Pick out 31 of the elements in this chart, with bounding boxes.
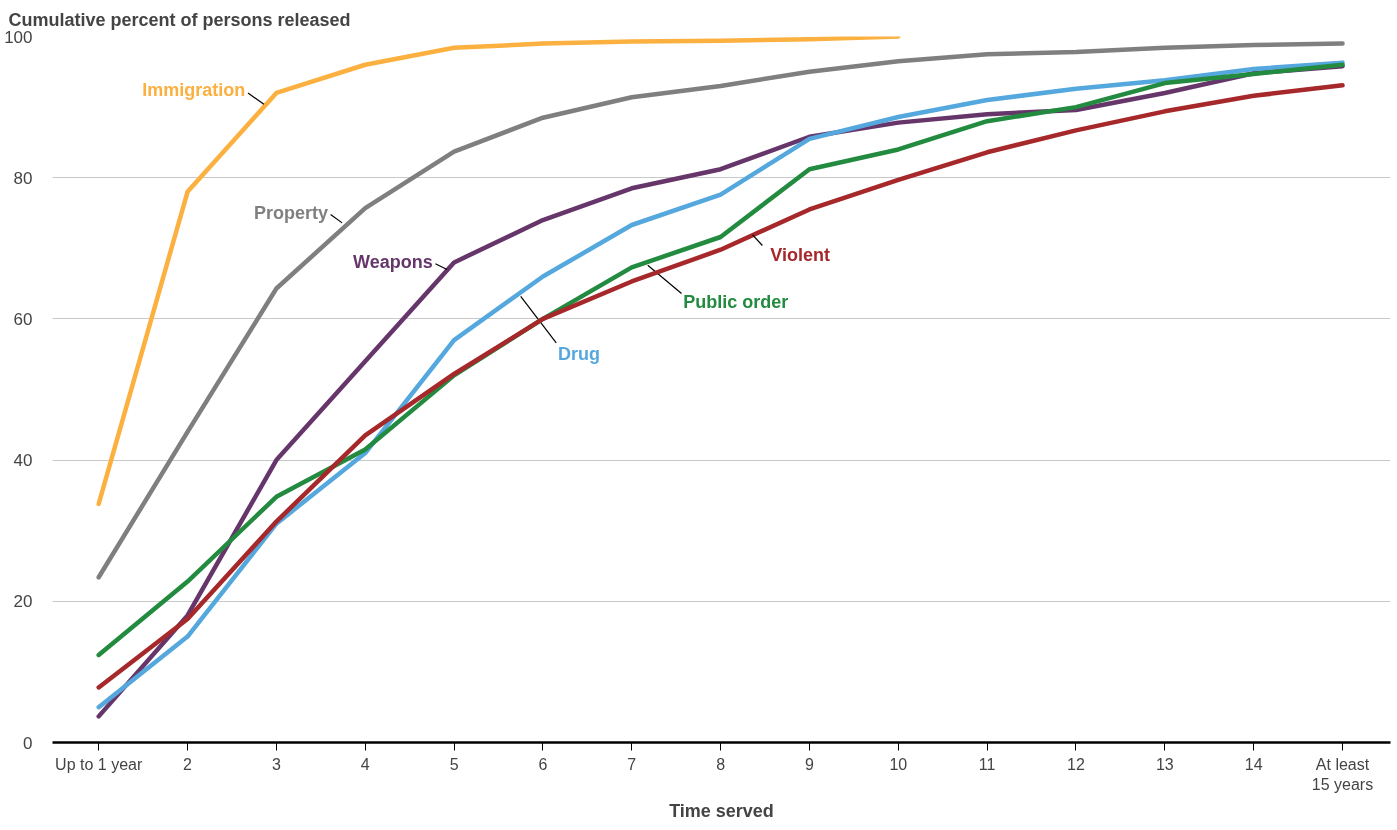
series-label: Weapons bbox=[353, 252, 433, 273]
series-label: Immigration bbox=[142, 80, 246, 101]
x-tick-label: 10 bbox=[889, 755, 908, 773]
x-tick-label: 13 bbox=[1155, 755, 1174, 773]
x-tick-label: Up to 1 year bbox=[55, 755, 143, 773]
y-tick-label: 80 bbox=[13, 168, 33, 188]
y-tick-label: 60 bbox=[13, 309, 33, 329]
text: Drug bbox=[558, 344, 601, 365]
y-tick-label: 40 bbox=[13, 451, 33, 471]
text: Public order bbox=[683, 291, 789, 312]
line-series bbox=[96, 36, 901, 507]
y-tick-label: 100 bbox=[4, 27, 33, 47]
x-tick-label: At least 15 years bbox=[1311, 755, 1374, 793]
x-tick-label: 7 bbox=[627, 755, 637, 773]
series-label: Violent bbox=[770, 245, 831, 266]
x-tick-label: 12 bbox=[1067, 755, 1085, 773]
series-label: Property bbox=[253, 203, 328, 223]
x-axis-title: Time served bbox=[669, 800, 774, 821]
x-tick-label: 8 bbox=[716, 755, 726, 773]
x-tick-label: 3 bbox=[271, 755, 281, 773]
x-tick-label: 6 bbox=[538, 755, 548, 773]
y-tick-label: 20 bbox=[13, 592, 33, 612]
x-tick-label: 2 bbox=[183, 755, 193, 773]
x-tick-label: 5 bbox=[449, 755, 459, 773]
x-tick-label: 9 bbox=[805, 755, 815, 773]
x-tick-label: 14 bbox=[1244, 755, 1263, 773]
line-series bbox=[96, 41, 1345, 580]
y-tick-label: 0 bbox=[23, 733, 33, 753]
x-tick-label: 4 bbox=[360, 755, 370, 773]
x-tick-label: 11 bbox=[978, 755, 996, 773]
y-axis-title: Cumulative percent of persons released bbox=[8, 9, 351, 30]
